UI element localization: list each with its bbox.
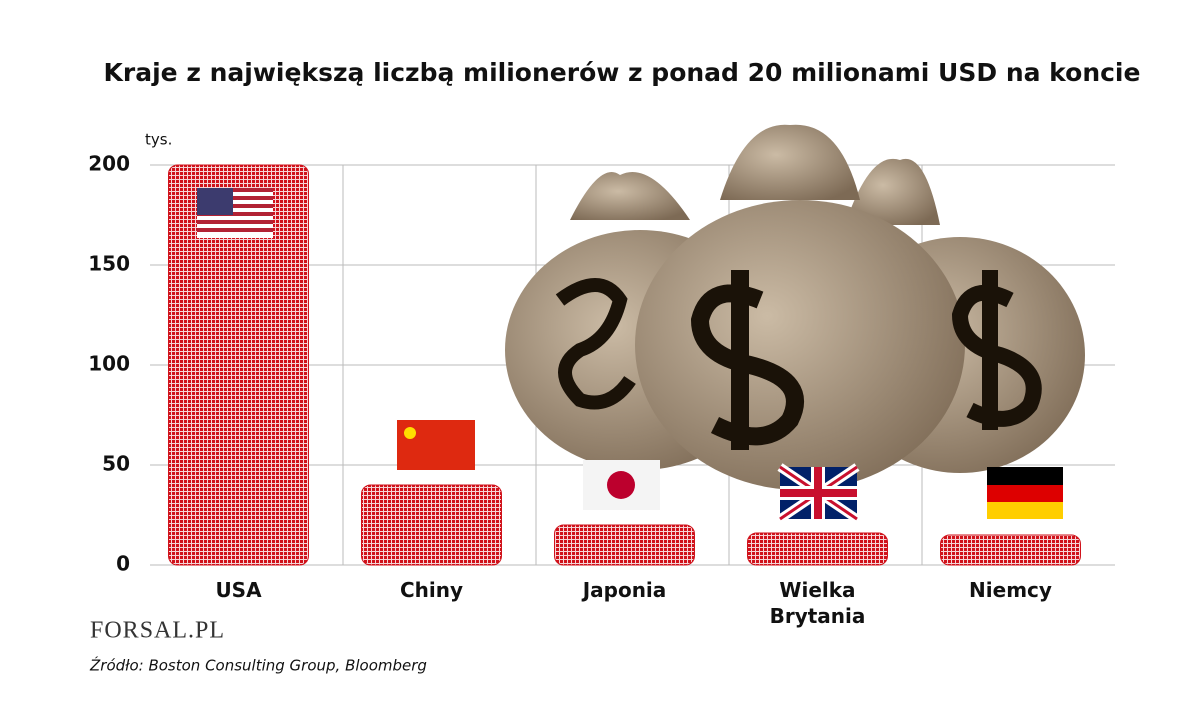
flag-usa [197, 188, 273, 238]
bag-neck [570, 172, 690, 220]
bars [168, 164, 1081, 566]
bar [361, 484, 502, 566]
bar [168, 164, 309, 566]
x-tick-label: Wielka Brytania [769, 578, 866, 628]
bar [940, 534, 1081, 566]
flags [197, 188, 1063, 523]
dollar-sign [951, 270, 1042, 430]
flag-japan [583, 460, 660, 510]
y-tick-label: 100 [88, 352, 130, 376]
x-tick-label: Chiny [399, 578, 464, 602]
logo: FORSAL.PL [90, 618, 225, 644]
y-tick-label: 50 [102, 452, 130, 476]
bag-neck [720, 124, 860, 200]
x-tick-label: USA [215, 578, 262, 602]
y-unit: tys. [145, 131, 172, 149]
bag [635, 200, 965, 490]
dollar-sign [690, 270, 804, 450]
y-tick-label: 0 [116, 552, 130, 576]
x-tick-label: Niemcy [969, 578, 1052, 602]
dollar-sign [555, 278, 636, 410]
flag-china [397, 420, 475, 470]
bag-neck [845, 158, 940, 225]
y-tick-label: 150 [88, 252, 130, 276]
bar [554, 524, 695, 566]
source: Źródło: Boston Consulting Group, Bloombe… [89, 656, 427, 675]
flag-germany [987, 467, 1063, 519]
flag-uk [777, 463, 860, 523]
y-tick-label: 200 [88, 152, 130, 176]
bar [747, 532, 888, 566]
money-bags [505, 124, 1085, 490]
chart-title: Kraje z największą liczbą milionerów z p… [104, 58, 1141, 87]
x-tick-label: Japonia [582, 578, 667, 602]
